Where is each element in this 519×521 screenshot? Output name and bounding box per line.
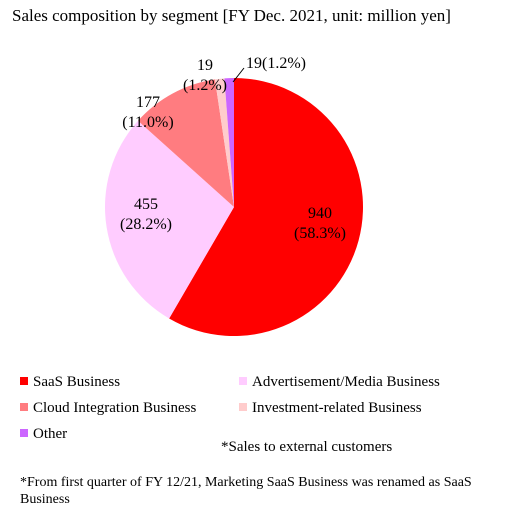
data-label-percent-investment-related: (1.2%) — [183, 77, 227, 94]
data-label-percent-advertisement-media: (28.2%) — [120, 216, 172, 233]
legend-label-investment-related: Investment-related Business — [252, 400, 422, 416]
data-label-value-cloud-integration: 177 — [136, 94, 160, 111]
data-label-other: 19(1.2%) — [246, 55, 306, 72]
legend-swatch-cloud-integration — [20, 403, 28, 411]
note-external-customers: *Sales to external customers — [221, 439, 393, 455]
leader-line-other — [232, 67, 245, 83]
legend-swatch-investment-related — [239, 403, 247, 411]
pie-slice-cloud-integration — [138, 79, 234, 207]
data-label-percent-cloud-integration: (11.0%) — [122, 114, 173, 131]
legend-swatch-other — [20, 429, 28, 437]
pie-slice-other — [224, 78, 234, 207]
pie-slice-advertisement-media — [105, 120, 234, 319]
legend-item-advertisement-media: Advertisement/Media Business — [239, 374, 440, 391]
note-renamed-segment: *From first quarter of FY 12/21, Marketi… — [20, 475, 472, 507]
legend-label-cloud-integration: Cloud Integration Business — [33, 400, 197, 416]
legend-item-other: Other — [20, 426, 67, 443]
data-label-percent-saas: (58.3%) — [294, 225, 346, 242]
legend-item-cloud-integration: Cloud Integration Business — [20, 400, 196, 417]
legend-swatch-advertisement-media — [239, 377, 247, 385]
legend-label-other: Other — [33, 426, 68, 442]
legend-swatch-saas — [20, 377, 28, 385]
legend-label-advertisement-media: Advertisement/Media Business — [252, 374, 440, 390]
legend-label-saas: SaaS Business — [33, 374, 121, 390]
data-label-value-saas: 940 — [308, 205, 332, 222]
legend-item-saas: SaaS Business — [20, 374, 120, 391]
data-label-value-advertisement-media: 455 — [134, 196, 158, 213]
pie-slice-investment-related — [214, 78, 234, 208]
data-label-value-investment-related: 19 — [197, 57, 213, 74]
pie-slice-saas — [169, 78, 363, 337]
chart-title: Sales composition by segment [FY Dec. 20… — [12, 6, 451, 25]
legend-item-investment-related: Investment-related Business — [239, 400, 422, 417]
